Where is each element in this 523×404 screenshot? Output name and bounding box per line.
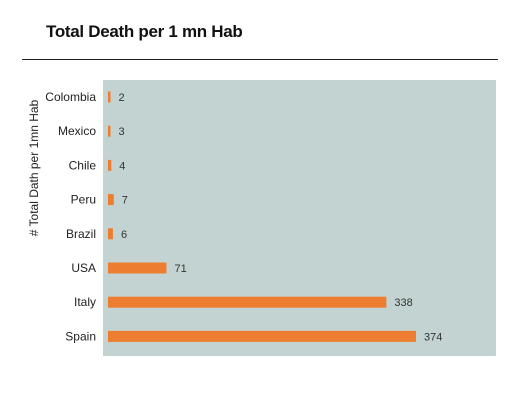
bar-mexico [108, 125, 111, 137]
category-label-mexico: Mexico [58, 124, 96, 138]
data-label-spain: 374 [424, 331, 442, 343]
data-label-colombia: 2 [119, 92, 125, 104]
category-label-spain: Spain [65, 329, 96, 343]
bar-colombia [108, 91, 111, 103]
data-label-mexico: 3 [119, 126, 125, 138]
category-label-italy: Italy [74, 295, 96, 309]
category-label-peru: Peru [71, 193, 96, 207]
chart-title: Total Death per 1 mn Hab [46, 22, 243, 41]
bar-group: Colombia 2 Mexico 3 Chile 4 Peru 7 Brazil 6 USA 71 I… [45, 90, 442, 343]
bar-peru [108, 194, 114, 206]
bar-chile [108, 159, 112, 171]
plot-area [103, 80, 496, 356]
bar-brazil [108, 228, 113, 240]
bar-italy [108, 296, 387, 308]
category-label-usa: USA [71, 261, 96, 275]
data-label-brazil: 6 [121, 229, 127, 241]
data-label-peru: 7 [122, 195, 128, 207]
category-label-chile: Chile [69, 158, 97, 172]
bar-spain [108, 330, 416, 342]
title-divider [22, 59, 498, 60]
data-label-chile: 4 [119, 160, 125, 172]
data-label-usa: 71 [174, 263, 186, 275]
category-label-colombia: Colombia [45, 90, 96, 104]
data-label-italy: 338 [394, 297, 412, 309]
category-label-brazil: Brazil [66, 227, 96, 241]
y-axis-label: # Total Dath per 1mn Hab [27, 99, 41, 236]
bar-usa [108, 262, 167, 274]
